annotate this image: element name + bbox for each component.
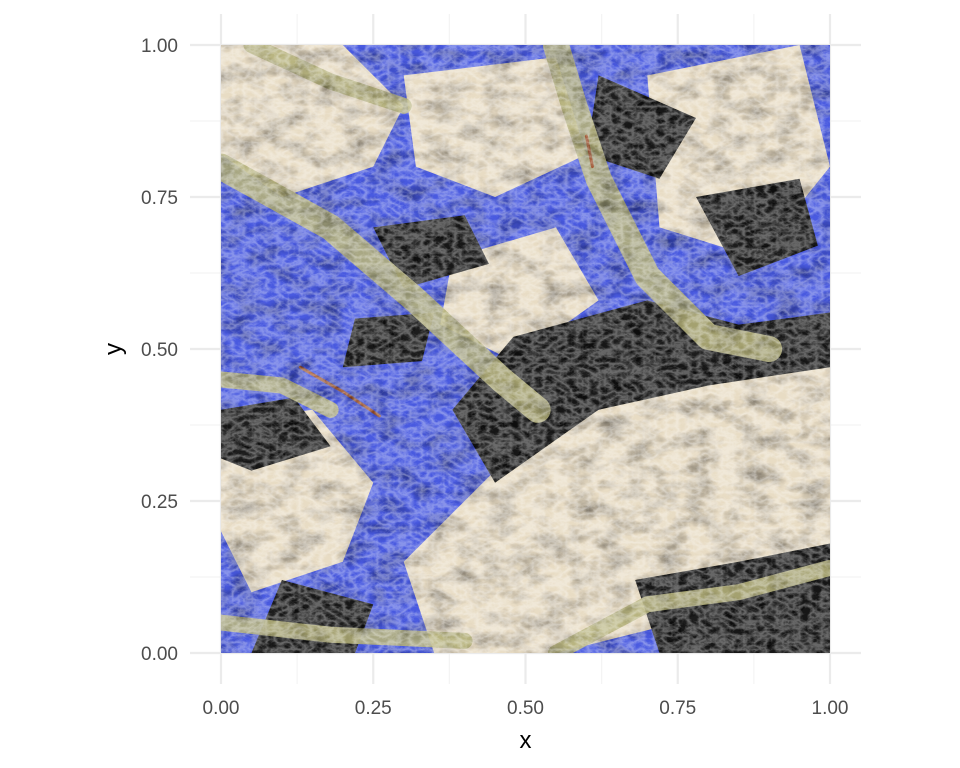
y-axis-title: y (100, 343, 127, 355)
x-tick-label: 0.75 (659, 698, 696, 719)
x-tick-label: 0.25 (355, 698, 392, 719)
y-tick-label: 0.75 (141, 188, 178, 209)
y-tick-label: 0.25 (141, 492, 178, 513)
x-tick-label: 0.00 (203, 698, 240, 719)
ridge-texture (221, 45, 830, 653)
x-tick-label: 1.00 (812, 698, 849, 719)
x-tick-label: 0.50 (507, 698, 544, 719)
y-axis-ticks: 0.00 0.25 0.50 0.75 1.00 (141, 36, 178, 665)
x-axis-title: x (520, 727, 532, 754)
x-axis-ticks: 0.00 0.25 0.50 0.75 1.00 (203, 698, 849, 719)
y-tick-label: 0.50 (141, 340, 178, 361)
y-tick-label: 1.00 (141, 36, 178, 57)
y-tick-label: 0.00 (141, 644, 178, 665)
raster-image (221, 45, 830, 653)
